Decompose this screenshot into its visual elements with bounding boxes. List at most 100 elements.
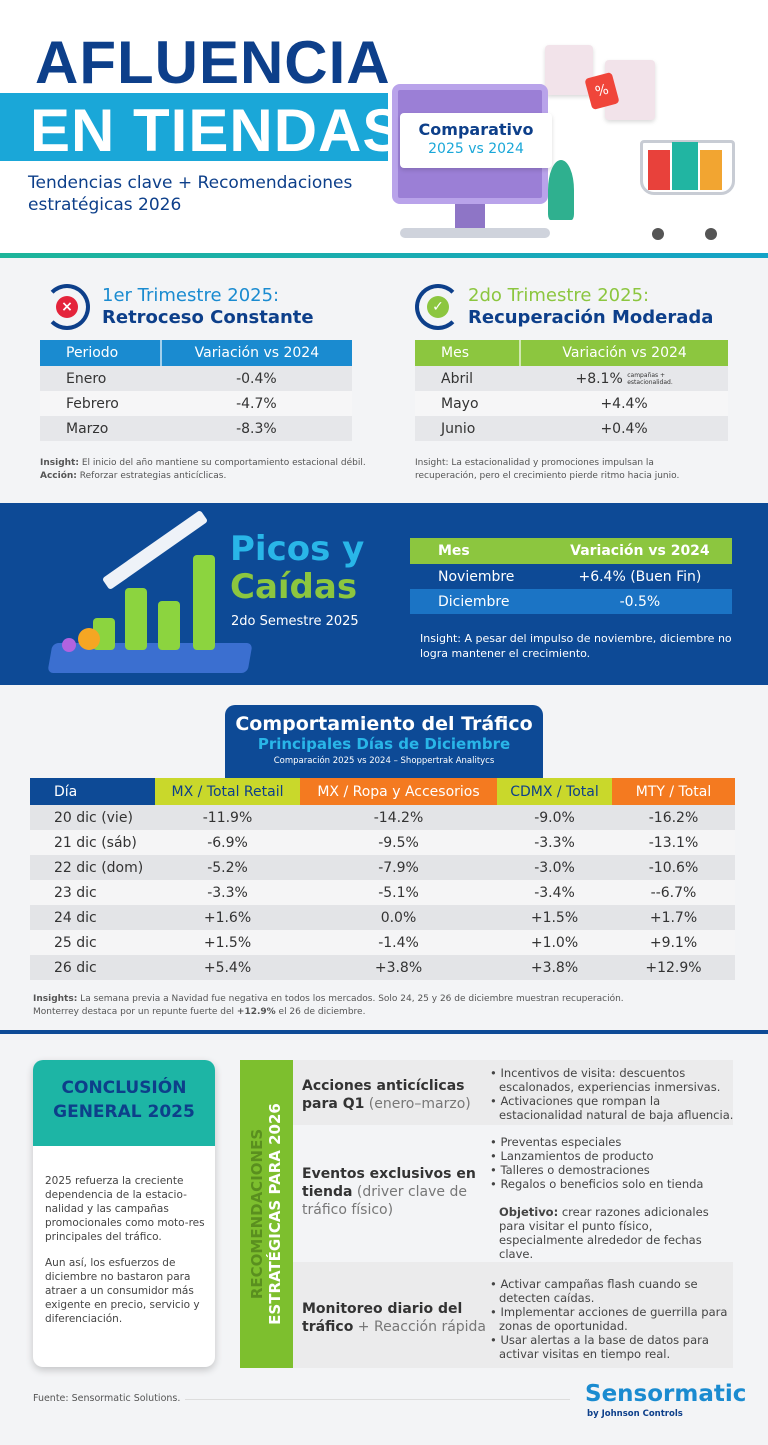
table-row: 24 dic +1.6% 0.0% +1.5% +1.7% (30, 905, 735, 930)
table-row: Abril +8.1% campañas + estacionalidad. (415, 366, 728, 391)
header: AFLUENCIA EN TIENDAS Tendencias clave + … (0, 0, 768, 255)
ball-illustration (62, 638, 76, 652)
q1-insight: Insight: El inicio del año mantiene su c… (40, 458, 366, 481)
table-cell: +9.1% (612, 930, 735, 955)
table-cell: +5.4% (155, 955, 300, 980)
title-band (0, 93, 388, 161)
table-cell: -1.4% (300, 930, 497, 955)
peaks-title-2: Caídas (230, 567, 358, 607)
table-row: 23 dic -3.3% -5.1% -3.4% --6.7% (30, 880, 735, 905)
divider (0, 253, 768, 258)
table-cell: 23 dic (30, 880, 155, 905)
table-row: Mayo +4.4% (415, 391, 728, 416)
q2-insight: Insight: La estacionalidad y promociones… (415, 458, 680, 481)
table-cell: -5.1% (300, 880, 497, 905)
table-cell: 24 dic (30, 905, 155, 930)
table-cell: +3.8% (497, 955, 612, 980)
peaks-insight: Insight: A pesar del impulso de noviembr… (420, 632, 732, 660)
comparison-box: Comparativo 2025 vs 2024 (400, 113, 552, 168)
peaks-title-1: Picos y (230, 529, 365, 569)
rec-bullets-2: Preventas especialesLanzamientos de prod… (490, 1135, 735, 1261)
coin-illustration (78, 628, 100, 650)
comparison-title: Comparativo (418, 120, 534, 139)
conclusion-title-1: CONCLUSIÓN (61, 1078, 187, 1098)
table-row: 21 dic (sáb) -6.9% -9.5% -3.3% -13.1% (30, 830, 735, 855)
footer-source: Fuente: Sensormatic Solutions. (33, 1393, 181, 1404)
subtitle: Tendencias clave + Recomendaciones estra… (28, 173, 353, 215)
table-cell: -14.2% (300, 805, 497, 830)
table-cell: -13.1% (612, 830, 735, 855)
table-row: Noviembre +6.4% (Buen Fin) (438, 568, 702, 585)
table-cell: -3.4% (497, 880, 612, 905)
conclusion-title-2: GENERAL 2025 (53, 1102, 195, 1122)
table-cell: -9.5% (300, 830, 497, 855)
table-row: Enero -0.4% (40, 366, 352, 391)
bag-icon (648, 150, 670, 190)
table-row: Febrero -4.7% (40, 391, 352, 416)
conclusion-p2: Aun así, los esfuerzos de diciembre no b… (45, 1257, 200, 1325)
table-cell: 26 dic (30, 955, 155, 980)
table-cell: -9.0% (497, 805, 612, 830)
traffic-source: Comparación 2025 vs 2024 – Shoppertrak A… (273, 756, 495, 766)
monitor-base (400, 228, 550, 238)
sensormatic-logo: Sensormatic (585, 1381, 747, 1407)
rec-bullets-3: Activar campañas flash cuando se detecte… (490, 1277, 735, 1361)
table-cell: --6.7% (612, 880, 735, 905)
traffic-insight: Insights: La semana previa a Navidad fue… (33, 994, 624, 1017)
table-cell: +12.9% (612, 955, 735, 980)
q1-table: Periodo Variación vs 2024 Enero -0.4% Febr… (40, 340, 352, 441)
table-cell: -7.9% (300, 855, 497, 880)
cart-wheel (705, 228, 717, 240)
bar-illustration (193, 555, 215, 650)
bag-icon (700, 150, 722, 190)
footer-line (185, 1399, 570, 1400)
table-cell: -3.3% (155, 880, 300, 905)
rec-label-3: Monitoreo diario del tráfico + Reacción … (302, 1301, 487, 1335)
table-cell: +1.5% (155, 930, 300, 955)
title-line2: EN TIENDAS (30, 97, 404, 164)
table-cell: -6.9% (155, 830, 300, 855)
plant-icon (548, 160, 574, 220)
conclusion-p1: 2025 refuerza la creciente dependencia d… (45, 1175, 205, 1243)
table-row: 26 dic +5.4% +3.8% +3.8% +12.9% (30, 955, 735, 980)
rec-label-1: Acciones anticíclicas para Q1 (enero–mar… (302, 1078, 471, 1112)
table-cell: 20 dic (vie) (30, 805, 155, 830)
rec-bullets-1: Incentivos de visita: descuentos escalon… (490, 1066, 735, 1122)
q2-table: Mes Variación vs 2024 Abril +8.1% campañas… (415, 340, 728, 441)
rec-label-2: Eventos exclusivos en tienda (driver cla… (302, 1166, 476, 1218)
peaks-period: 2do Semestre 2025 (231, 614, 359, 629)
dress-card-icon (545, 45, 593, 95)
logo-sub: by Johnson Controls (587, 1409, 683, 1419)
cart-wheel (652, 228, 664, 240)
bar-illustration (125, 588, 147, 650)
table-row: 20 dic (vie) -11.9% -14.2% -9.0% -16.2% (30, 805, 735, 830)
check-cycle-icon: ✓ (415, 284, 461, 330)
q1-title: 1er Trimestre 2025: Retroceso Constante (102, 285, 314, 328)
table-row: Marzo -8.3% (40, 416, 352, 441)
traffic-title: Comportamiento del Tráfico (235, 713, 533, 735)
table-cell: +1.6% (155, 905, 300, 930)
comparison-years: 2025 vs 2024 (428, 141, 524, 157)
table-cell: -16.2% (612, 805, 735, 830)
traffic-subtitle: Principales Días de Diciembre (257, 735, 511, 753)
chart-base-illustration (47, 643, 253, 673)
recommendations-band: RECOMENDACIONES ESTRATÉGICAS PARA 2026 (240, 1060, 293, 1368)
table-row: 22 dic (dom) -5.2% -7.9% -3.0% -10.6% (30, 855, 735, 880)
traffic-title-box: Comportamiento del Tráfico Principales D… (225, 705, 543, 779)
peaks-table: Mes Variación vs 2024 Noviembre +6.4% (Bue… (410, 538, 732, 614)
table-cell: -11.9% (155, 805, 300, 830)
conclusion-card: CONCLUSIÓN GENERAL 2025 2025 refuerza la… (33, 1060, 215, 1367)
table-cell: 0.0% (300, 905, 497, 930)
monitor-stand (455, 204, 485, 228)
table-cell: 21 dic (sáb) (30, 830, 155, 855)
table-cell: +1.7% (612, 905, 735, 930)
table-cell: -3.3% (497, 830, 612, 855)
table-cell: +3.8% (300, 955, 497, 980)
bag-icon (672, 142, 698, 190)
table-cell: 22 dic (dom) (30, 855, 155, 880)
peaks-section: Picos y Caídas 2do Semestre 2025 Mes Vari… (0, 503, 768, 685)
table-cell: +1.0% (497, 930, 612, 955)
table-cell: -10.6% (612, 855, 735, 880)
table-row: 25 dic +1.5% -1.4% +1.0% +9.1% (30, 930, 735, 955)
title-line1: AFLUENCIA (35, 29, 391, 96)
